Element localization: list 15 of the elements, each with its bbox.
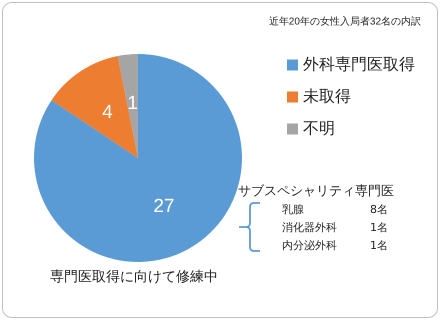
data-label: 27 [153,196,174,218]
chart-title: 近年20年の女性入局者32名の内訳 [268,16,422,28]
text: 8名 [370,202,388,217]
data-label: 4 [102,102,114,123]
text: 内分泌外科 [282,238,337,253]
legend-label: 未取得 [303,88,351,106]
text: 専門医取得に向けて修練中 [50,268,218,286]
legend-label: 外科専門医取得 [303,56,415,74]
text: 1名 [370,220,388,235]
text: サブスペシャリティ専門医 [238,183,394,200]
text: 1名 [370,238,388,253]
text: 乳腺 [282,202,304,217]
text: 消化器外科 [282,220,337,235]
data-label: 1 [127,92,138,114]
legend-label: 不明 [303,120,335,138]
